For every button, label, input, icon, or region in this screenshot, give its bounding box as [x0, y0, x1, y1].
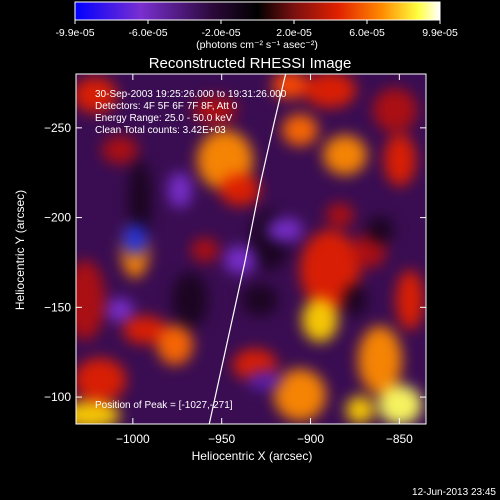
heatmap-region	[346, 396, 374, 424]
colorbar-unit-label: (photons cm⁻² s⁻¹ asec⁻²)	[196, 39, 318, 51]
info-line: Energy Range: 25.0 - 50.0 keV	[95, 113, 233, 124]
heatmap-region	[378, 385, 422, 424]
heatmap-region	[247, 370, 283, 390]
heatmap-region	[274, 369, 326, 421]
heatmap-region	[343, 284, 367, 316]
heatmap-region	[282, 114, 318, 146]
y-tick-label: −250	[44, 121, 71, 135]
colorbar: -9.9e-05 -6.0e-05 -2.0e-05 2.0e-05 6.0e-05 9.…	[55, 1, 458, 51]
chart-title: Reconstructed RHESSI Image	[149, 55, 352, 72]
heatmap-region	[302, 298, 338, 342]
x-tick-label: −1000	[116, 432, 150, 446]
x-tick-label: −950	[208, 432, 235, 446]
heatmap-region	[242, 284, 278, 316]
heatmap-region	[76, 260, 105, 340]
heatmap-region	[220, 174, 260, 206]
heatmap-region	[76, 401, 120, 424]
colorbar-tick-labels: -9.9e-05 -6.0e-05 -2.0e-05 2.0e-05 6.0e-05 9.…	[55, 27, 458, 39]
heatmap-region	[102, 136, 138, 164]
info-line: Clean Total counts: 3.42E+03	[95, 125, 226, 136]
heatmap-region	[168, 172, 192, 208]
y-axis: −100 −150 −200 −250	[44, 121, 426, 404]
peak-position-label: Position of Peak = [-1027,-271]	[95, 400, 233, 411]
heatmap-region	[76, 77, 117, 113]
heatmap-region	[384, 134, 416, 186]
heatmap-region	[326, 203, 354, 227]
heatmap-image	[76, 74, 426, 424]
info-line: Detectors: 4F 5F 6F 7F 8F, Att 0	[95, 101, 238, 112]
y-axis-label: Heliocentric Y (arcsec)	[13, 190, 27, 310]
heatmap-region	[300, 230, 360, 310]
heatmap-region	[172, 272, 208, 328]
heatmap-region	[358, 326, 402, 394]
colorbar-gradient	[74, 1, 441, 21]
heatmap-region	[123, 316, 167, 344]
heatmap-region	[373, 88, 417, 132]
heatmap-region	[224, 246, 256, 274]
heatmap-region	[157, 325, 193, 365]
colorbar-tick-label: -2.0e-05	[201, 27, 240, 39]
heatmap-region	[76, 358, 126, 402]
y-tick-label: −150	[44, 300, 71, 314]
colorbar-tick-label: -6.0e-05	[128, 27, 167, 39]
colorbar-ticks	[74, 20, 441, 24]
heatmap-region	[304, 74, 356, 108]
heatmap-region	[323, 135, 367, 175]
colorbar-tick-label: 9.9e-05	[422, 27, 458, 39]
info-line: 30-Sep-2003 19:25:26.000 to 19:31:26.000	[95, 89, 287, 100]
colorbar-tick-label: -9.9e-05	[55, 27, 94, 39]
plot-frame	[75, 73, 427, 425]
x-tick-label: −850	[386, 432, 413, 446]
heatmap-region	[191, 238, 219, 262]
heatmap-region	[128, 160, 152, 240]
solar-limb-line	[208, 74, 287, 424]
footer-timestamp: 12-Jun-2013 23:45	[412, 487, 496, 498]
colorbar-tick-label: 2.0e-05	[276, 27, 312, 39]
x-tick-label: −900	[297, 432, 324, 446]
heatmap-region	[106, 298, 134, 322]
heatmap-region	[267, 218, 303, 242]
heatmap-region	[193, 96, 237, 124]
colorbar-tick-label: 6.0e-05	[349, 27, 385, 39]
heatmap-region	[366, 216, 394, 244]
y-tick-label: −200	[44, 211, 71, 225]
heatmap-region	[123, 224, 147, 256]
x-axis-label: Heliocentric X (arcsec)	[192, 449, 313, 463]
info-annotation: 30-Sep-2003 19:25:26.000 to 19:31:26.000…	[95, 89, 287, 136]
x-axis: −1000 −950 −900 −850	[116, 74, 413, 446]
heatmap-region	[396, 270, 424, 330]
y-tick-label: −100	[44, 390, 71, 404]
